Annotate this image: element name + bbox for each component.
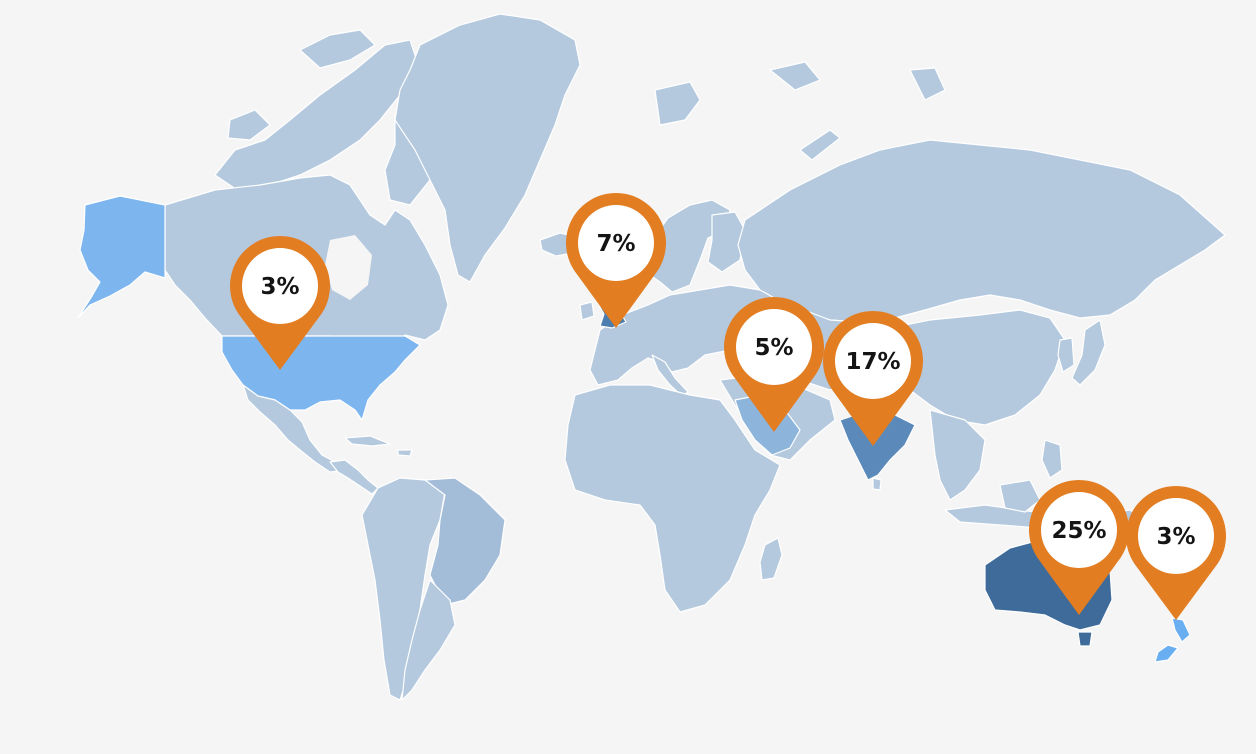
russia — [737, 139, 1226, 323]
pin-percentage-label: 7% — [596, 231, 635, 257]
tasmania — [1077, 631, 1093, 647]
new-zealand-north — [1171, 617, 1191, 643]
south-america — [361, 477, 506, 701]
argentina — [401, 579, 456, 701]
madagascar — [759, 537, 783, 581]
finland — [707, 211, 746, 273]
pin-percentage-label: 3% — [260, 274, 299, 300]
pin-percentage-label: 5% — [754, 335, 793, 361]
united-states — [221, 335, 421, 421]
map-pin-australia[interactable]: 25% — [1029, 479, 1129, 615]
franz-josef-land — [769, 61, 821, 91]
novaya-zemlya — [799, 129, 841, 161]
map-pin-nz[interactable]: 3% — [1126, 485, 1226, 620]
new-zealand-south — [1154, 644, 1179, 663]
brazil — [424, 477, 506, 606]
map-pin-usa[interactable]: 3% — [229, 235, 331, 370]
pin-percentage-label: 25% — [1051, 518, 1106, 544]
borneo — [999, 479, 1041, 513]
korea — [1057, 337, 1075, 373]
pin-label-background — [1138, 498, 1214, 574]
continental-europe — [589, 284, 781, 386]
arctic-island-2 — [299, 29, 376, 69]
svalbard — [654, 81, 701, 126]
map-pin-india[interactable]: 17% — [822, 311, 923, 446]
central-america — [329, 459, 379, 495]
pin-label-background — [736, 309, 812, 385]
pin-label-background — [1041, 492, 1117, 568]
philippines — [1041, 439, 1063, 479]
pin-label-background — [835, 323, 911, 399]
sri-lanka — [872, 477, 882, 491]
africa-mainland — [564, 384, 781, 613]
map-pin-saudi[interactable]: 5% — [724, 297, 824, 432]
africa — [564, 384, 783, 613]
pin-percentage-label: 3% — [1156, 524, 1195, 550]
caribbean-islands — [397, 449, 413, 457]
greenland — [394, 13, 581, 283]
map-pin-uk[interactable]: 7% — [566, 193, 666, 328]
ireland — [579, 301, 595, 321]
southeast-asia — [929, 409, 986, 501]
pins-layer: 3% 7% 5% 17% 25% 3% — [229, 193, 1226, 620]
arctic-island-3 — [227, 109, 271, 141]
pin-label-background — [242, 248, 318, 324]
pin-label-background — [578, 205, 654, 281]
cuba — [344, 435, 391, 447]
severnaya-zemlya — [909, 67, 946, 101]
alaska — [77, 195, 166, 319]
japan — [1071, 319, 1106, 386]
pin-percentage-label: 17% — [845, 349, 900, 375]
hudson-bay — [325, 235, 372, 300]
